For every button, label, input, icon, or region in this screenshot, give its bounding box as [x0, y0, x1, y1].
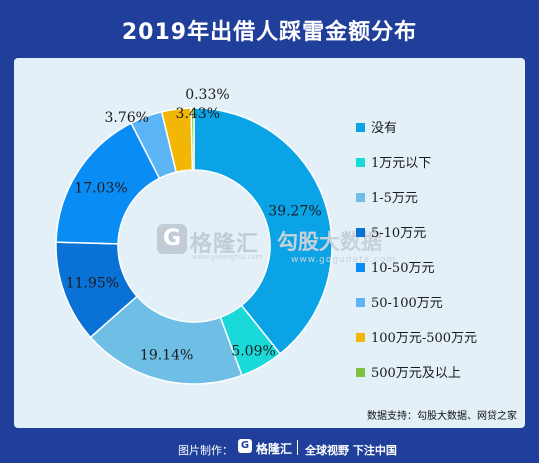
legend-label: 没有: [371, 121, 398, 136]
legend-swatch-icon: [356, 368, 365, 377]
legend-label: 100万元-500万元: [371, 331, 478, 346]
legend-swatch-icon: [356, 123, 365, 132]
footer-brand: 格隆汇: [256, 442, 293, 456]
slice-label-0: 39.27%: [268, 204, 321, 220]
footer-label: 图片制作：: [178, 444, 233, 457]
legend-swatch-icon: [356, 298, 365, 307]
chart-title: 2019年出借人踩雷金额分布: [121, 20, 418, 45]
slice-label-2: 19.14%: [140, 348, 193, 364]
watermark-brand-site: www.gelonghui.com: [192, 253, 263, 261]
slice-label-4: 17.03%: [74, 180, 127, 196]
footer-slogan: 全球视野 下注中国: [305, 444, 397, 457]
data-source: 数据支持：勾股大数据、网贷之家: [367, 411, 517, 422]
legend-label: 10-50万元: [371, 261, 435, 276]
legend-label: 1-5万元: [371, 191, 418, 206]
legend-item-7: 500万元及以上: [356, 365, 461, 383]
legend-swatch-icon: [356, 158, 365, 167]
legend-item-1: 1万元以下: [356, 155, 431, 173]
legend-swatch-icon: [356, 228, 365, 237]
legend-item-5: 50-100万元: [356, 295, 443, 313]
slice-label-5: 3.76%: [104, 110, 148, 126]
legend-item-2: 1-5万元: [356, 190, 418, 208]
legend-label: 500万元及以上: [371, 366, 461, 381]
slice-label-1: 5.09%: [231, 343, 275, 359]
legend-item-3: 5-10万元: [356, 225, 426, 243]
gelonghui-logo-icon: G: [157, 224, 187, 254]
legend-swatch-icon: [356, 193, 365, 202]
legend-item-0: 没有: [356, 120, 397, 138]
legend-label: 5-10万元: [371, 226, 427, 241]
legend-label: 50-100万元: [371, 296, 443, 311]
legend-label: 1万元以下: [371, 156, 432, 171]
legend-item-4: 10-50万元: [356, 260, 434, 278]
slice-label-7: 0.33%: [185, 87, 229, 103]
watermark-brand: 格隆汇: [190, 232, 260, 257]
legend-swatch-icon: [356, 263, 365, 272]
legend-swatch-icon: [356, 333, 365, 342]
watermark-brand2-site: www.gogudata.com: [291, 255, 397, 265]
slice-7: [190, 107, 195, 171]
legend-item-6: 100万元-500万元: [356, 330, 477, 348]
footer: 图片制作： G 格隆汇 全球视野 下注中国: [0, 432, 539, 463]
footer-logo-icon: G: [238, 439, 252, 453]
slice-label-3: 11.95%: [66, 276, 119, 292]
slice-label-6: 3.43%: [176, 106, 220, 122]
slice-0: [193, 107, 333, 355]
footer-divider: [297, 440, 298, 455]
